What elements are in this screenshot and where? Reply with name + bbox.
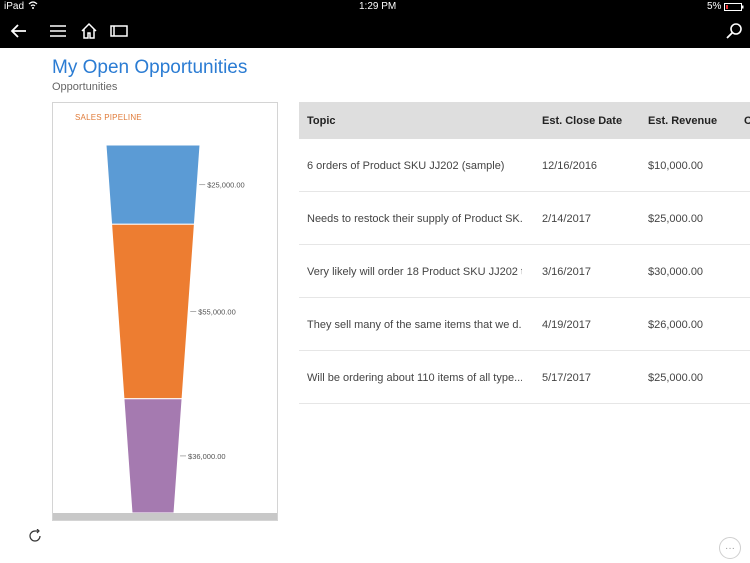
funnel-data-label: $25,000.00	[207, 181, 245, 190]
page-title: My Open Opportunities	[52, 57, 248, 78]
row-revenue: $30,000.00	[648, 266, 704, 278]
top-navigation-bar	[0, 14, 750, 48]
row-revenue: $10,000.00	[648, 160, 704, 172]
battery-percent: 5%	[707, 1, 722, 12]
funnel-data-label: $36,000.00	[188, 452, 226, 461]
table-row[interactable]: 6 orders of Product SKU JJ202 (sample) 12…	[299, 139, 750, 192]
row-close-date: 2/14/2017	[542, 213, 591, 225]
clock: 1:29 PM	[359, 1, 397, 12]
grid-header: Topic Est. Close Date Est. Revenue C	[299, 102, 750, 139]
row-topic: Very likely will order 18 Product SKU JJ…	[307, 266, 522, 278]
row-topic: Needs to restock their supply of Product…	[307, 213, 522, 225]
device-label: iPad	[4, 1, 25, 12]
sales-pipeline-chart: SALES PIPELINE $25,000.00 $55,000.00 $36,0…	[52, 102, 278, 521]
battery-icon	[724, 3, 744, 14]
tablet-view-icon[interactable]	[106, 18, 132, 44]
page-subtitle: Opportunities	[52, 81, 118, 93]
row-revenue: $26,000.00	[648, 319, 704, 331]
funnel-segment[interactable]	[105, 144, 201, 225]
back-arrow-icon[interactable]	[6, 18, 32, 44]
search-icon[interactable]	[721, 18, 747, 44]
table-row[interactable]: Needs to restock their supply of Product…	[299, 192, 750, 245]
row-close-date: 4/19/2017	[542, 319, 591, 331]
row-close-date: 12/16/2016	[542, 160, 598, 172]
table-row[interactable]: They sell many of the same items that we…	[299, 298, 750, 351]
row-topic: Will be ordering about 110 items of all …	[307, 372, 522, 384]
funnel-chart: $25,000.00 $55,000.00 $36,000.00	[105, 144, 245, 513]
column-header-cut[interactable]: C	[744, 115, 750, 127]
status-bar: iPad 1:29 PM 5%	[0, 0, 750, 14]
opportunities-grid: Topic Est. Close Date Est. Revenue C 6 o…	[299, 102, 750, 404]
row-close-date: 5/17/2017	[542, 372, 591, 384]
row-close-date: 3/16/2017	[542, 266, 591, 278]
row-revenue: $25,000.00	[648, 213, 704, 225]
more-options-button[interactable]: ···	[719, 537, 741, 559]
column-header-topic[interactable]: Topic	[307, 115, 336, 127]
table-row[interactable]: Very likely will order 18 Product SKU JJ…	[299, 245, 750, 298]
home-icon[interactable]	[76, 18, 102, 44]
row-topic: They sell many of the same items that we…	[307, 319, 522, 331]
funnel-data-label: $55,000.00	[198, 308, 236, 317]
row-topic: 6 orders of Product SKU JJ202 (sample)	[307, 160, 505, 172]
column-header-close-date[interactable]: Est. Close Date	[542, 115, 623, 127]
chart-scrollbar[interactable]	[53, 513, 277, 520]
hamburger-menu-icon[interactable]	[45, 18, 71, 44]
table-row[interactable]: Will be ordering about 110 items of all …	[299, 351, 750, 404]
column-header-revenue[interactable]: Est. Revenue	[648, 115, 718, 127]
funnel-segment[interactable]	[123, 398, 183, 513]
funnel-segment[interactable]	[111, 223, 195, 400]
wifi-icon	[28, 0, 38, 13]
row-revenue: $25,000.00	[648, 372, 704, 384]
refresh-icon[interactable]	[28, 528, 42, 543]
chart-title: SALES PIPELINE	[75, 113, 142, 122]
